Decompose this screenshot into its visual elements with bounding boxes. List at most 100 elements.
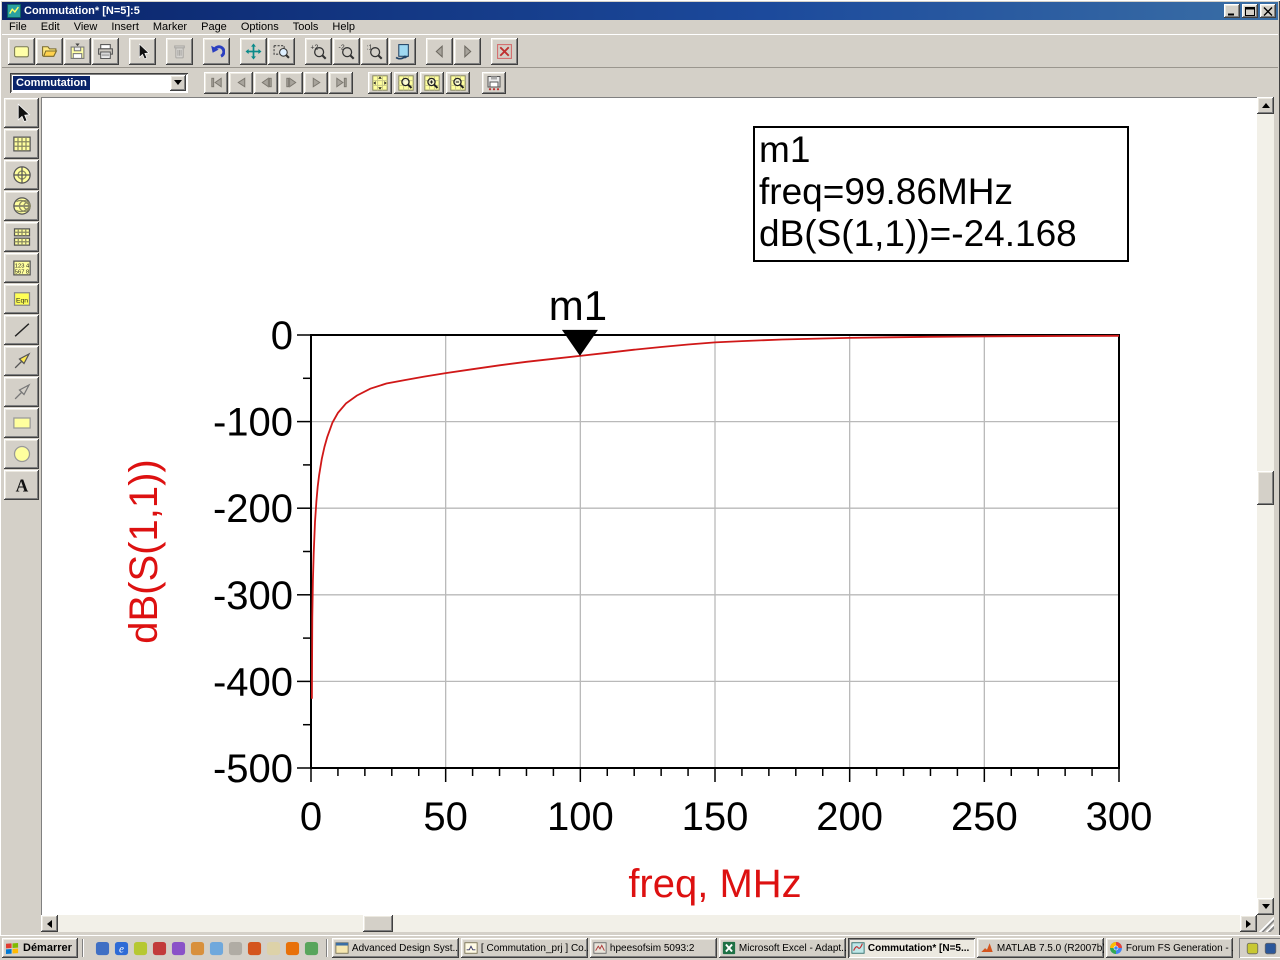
y-tick-label: -400 xyxy=(213,660,293,704)
start-button[interactable]: Démarrer xyxy=(2,938,78,958)
resize-grip[interactable] xyxy=(1257,915,1274,932)
scroll-left-button[interactable] xyxy=(41,915,58,932)
new-button[interactable] xyxy=(8,38,35,65)
step-forward-button xyxy=(279,71,303,94)
task-button-5[interactable]: Commutation* [N=5... xyxy=(847,938,975,958)
forward-button[interactable] xyxy=(454,38,481,65)
back-button[interactable] xyxy=(426,38,453,65)
pan-view-button[interactable] xyxy=(240,38,267,65)
internet-explorer-icon[interactable]: e xyxy=(113,940,130,957)
task-button-3[interactable]: hpeesofsim 5093:2 xyxy=(589,938,717,958)
stacked-plot-button[interactable] xyxy=(4,222,39,252)
minimize-button[interactable] xyxy=(1224,4,1240,18)
browser-icon[interactable] xyxy=(189,940,206,957)
desktop-icon[interactable] xyxy=(94,940,111,957)
svg-text:567 8: 567 8 xyxy=(14,270,28,276)
task-button-4[interactable]: Microsoft Excel - Adapt... xyxy=(718,938,846,958)
open-button[interactable] xyxy=(36,38,63,65)
menu-item-marker[interactable]: Marker xyxy=(152,21,188,33)
close-button[interactable] xyxy=(1260,4,1276,18)
marker-m1-triangle[interactable] xyxy=(561,329,598,356)
menu-item-tools[interactable]: Tools xyxy=(292,21,319,33)
menu-item-page[interactable]: Page xyxy=(201,21,227,33)
scheduler-tray-icon[interactable] xyxy=(1245,941,1260,956)
equation-button[interactable]: Eqn xyxy=(4,284,39,314)
window-title: Commutation* [N=5]:5 xyxy=(24,5,140,17)
image-viewer-icon[interactable] xyxy=(227,940,244,957)
vertical-scroll-thumb[interactable] xyxy=(1257,471,1274,505)
matlab-quick-icon[interactable] xyxy=(246,940,263,957)
polar-plot-button[interactable] xyxy=(4,160,39,190)
line-tool-button[interactable] xyxy=(4,315,39,345)
task-button-6[interactable]: MATLAB 7.5.0 (R2007b) xyxy=(976,938,1104,958)
workspace: 123 4 567 8 Eqn A 0 50 100 150 200 250 300 0 -100 -2… xyxy=(2,96,1278,936)
menu-item-options[interactable]: Options xyxy=(240,21,279,33)
zoom-in-plot-button[interactable] xyxy=(420,71,444,94)
y-tick-label: 0 xyxy=(271,314,293,358)
x-tick-label: 50 xyxy=(423,795,468,839)
pointer-button[interactable] xyxy=(129,38,156,65)
menu-item-help[interactable]: Help xyxy=(332,21,356,33)
text-tool-button[interactable]: A xyxy=(4,470,39,500)
scroll-down-button[interactable] xyxy=(1257,898,1274,915)
arrow-outline-button[interactable] xyxy=(4,377,39,407)
export-image-button[interactable] xyxy=(482,71,506,94)
menu-item-edit[interactable]: Edit xyxy=(40,21,60,33)
dataset-combo[interactable]: Commutation xyxy=(10,72,188,93)
x-tick-label: 150 xyxy=(682,795,749,839)
task-button-area: Advanced Design Syst... [ Commutation_prj… xyxy=(331,938,1235,958)
chrome-quick-icon[interactable] xyxy=(303,940,320,957)
arrow-filled-button[interactable] xyxy=(4,346,39,376)
zoom-area-plot-button[interactable] xyxy=(394,71,418,94)
combo-dropdown-icon[interactable] xyxy=(170,74,186,91)
menu-item-view[interactable]: View xyxy=(73,21,98,33)
s11-curve xyxy=(311,334,1120,699)
quicktime-icon[interactable] xyxy=(151,940,168,957)
horizontal-scrollbar[interactable] xyxy=(41,915,1257,932)
save-button[interactable] xyxy=(64,38,91,65)
firefox-icon[interactable] xyxy=(284,940,301,957)
scroll-right-button[interactable] xyxy=(1240,915,1257,932)
timer-icon[interactable] xyxy=(132,940,149,957)
rectangular-plot-button[interactable] xyxy=(4,129,39,159)
rectangle-tool-button[interactable] xyxy=(4,408,39,438)
task-button-7[interactable]: Forum FS Generation - ... xyxy=(1105,938,1233,958)
menu-item-insert[interactable]: Insert xyxy=(111,21,139,33)
zoom-reset-button[interactable]: :1 xyxy=(361,38,388,65)
smith-chart-button[interactable] xyxy=(4,191,39,221)
svg-text:A: A xyxy=(15,475,28,495)
undo-button[interactable] xyxy=(203,38,230,65)
vertical-scrollbar[interactable] xyxy=(1257,97,1274,915)
scroll-up-button[interactable] xyxy=(1257,97,1274,114)
zoom-in-button[interactable]: +2 xyxy=(305,38,332,65)
close-window-button[interactable] xyxy=(491,38,518,65)
x-tick-label: 100 xyxy=(547,795,614,839)
maximize-button[interactable] xyxy=(1242,4,1258,18)
word-tray-icon[interactable] xyxy=(1263,941,1278,956)
pan-plot-button[interactable] xyxy=(368,71,392,94)
menu-item-file[interactable]: File xyxy=(9,21,27,33)
media-player-icon[interactable] xyxy=(170,940,187,957)
zoom-area-button[interactable] xyxy=(268,38,295,65)
zoom-out-plot-button[interactable] xyxy=(446,71,470,94)
calendar-icon[interactable] xyxy=(265,940,282,957)
circle-tool-button[interactable] xyxy=(4,439,39,469)
print-button[interactable] xyxy=(92,38,119,65)
x-tick-label: 300 xyxy=(1086,795,1153,839)
marker-readout-box[interactable]: m1 freq=99.86MHz dB(S(1,1))=-24.168 xyxy=(753,126,1129,262)
list-plot-button[interactable]: 123 4 567 8 xyxy=(4,253,39,283)
horizontal-scroll-thumb[interactable] xyxy=(363,915,393,932)
title-bar[interactable]: Commutation* [N=5]:5 xyxy=(2,2,1278,20)
task-label: Advanced Design Syst... xyxy=(351,942,459,954)
task-button-2[interactable]: [ Commutation_prj ] Co... xyxy=(460,938,588,958)
messenger-icon[interactable] xyxy=(208,940,225,957)
main-toolbar: +2 -2:1 xyxy=(2,34,1278,68)
zoom-out-button[interactable]: -2 xyxy=(333,38,360,65)
pointer-tool-button[interactable] xyxy=(4,98,39,128)
taskbar: Démarrer e Advanced Design Syst... [ Comm… xyxy=(0,935,1280,960)
task-button-1[interactable]: Advanced Design Syst... xyxy=(331,938,459,958)
page-view-button[interactable] xyxy=(389,38,416,65)
app-icon xyxy=(7,4,21,18)
s11-plot: 0 50 100 150 200 250 300 0 -100 -200 -300 -400 -500 f… xyxy=(122,282,1153,906)
